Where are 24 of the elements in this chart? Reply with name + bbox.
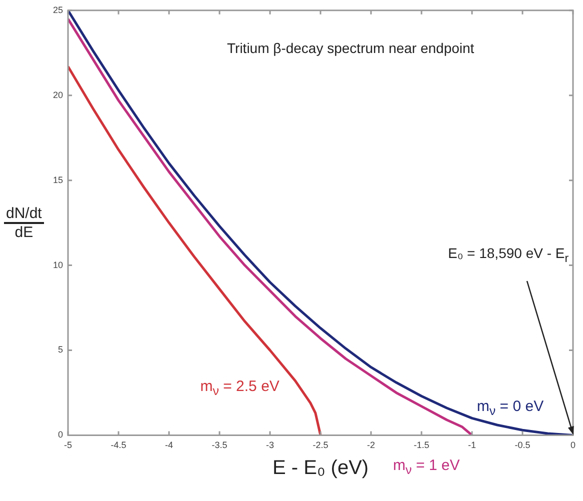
x-tick-label: -1.5	[414, 440, 430, 450]
x-tick-label: -3	[266, 440, 274, 450]
x-axis-title: E - E₀ (eV)	[272, 457, 369, 480]
y-tick-label: 15	[52, 174, 64, 185]
series-label: m$_{ν}$ = 2.5 eV	[200, 378, 280, 398]
y-tick-label: 25	[52, 4, 64, 15]
y-tick-label: 10	[52, 260, 64, 270]
x-tick-label: -3.5	[212, 440, 228, 450]
x-tick-label: -1	[468, 440, 476, 450]
annotation: Tritium β-decay spectrum near endpoint	[227, 40, 474, 56]
x-tick-label: -2.5	[312, 440, 328, 450]
x-tick-label: -4.5	[110, 440, 126, 450]
series-label: m$_{ν}$ = 1 eV	[393, 457, 460, 478]
x-tick-label: -4	[165, 440, 174, 450]
y-tick-label: 20	[52, 90, 64, 100]
x-tick-label: -5	[64, 440, 72, 450]
x-tick-label: -2	[366, 440, 376, 450]
y-tick-label: 0	[58, 430, 64, 440]
y-tick-label: 5	[58, 344, 64, 355]
annotation: E₀ = 18,590 eV - E$_{r}$	[448, 245, 569, 266]
x-tick-label: 0	[570, 440, 576, 450]
x-tick-label: -0.5	[514, 440, 530, 450]
y-axis-title: dN/dt dE	[5, 204, 43, 241]
series-label: m$_{ν}$ = 0 eV	[476, 398, 544, 418]
